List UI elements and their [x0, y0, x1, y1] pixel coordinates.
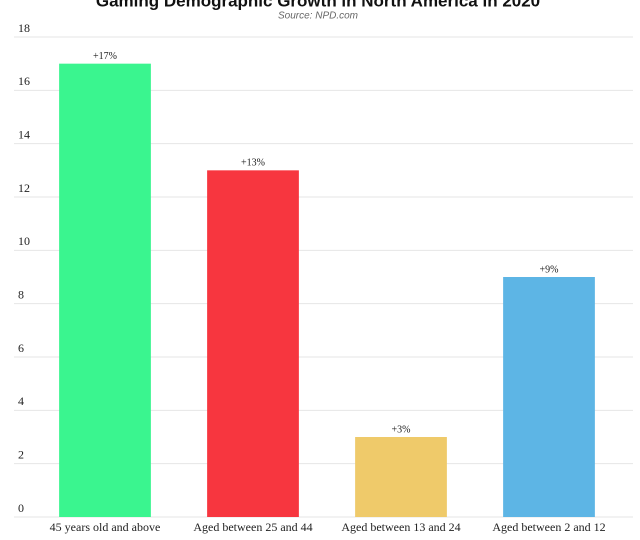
bar	[207, 170, 299, 518]
y-tick-label: 10	[18, 234, 30, 248]
x-tick-label: Aged between 13 and 24	[341, 520, 460, 534]
value-label: +3%	[392, 424, 411, 435]
value-label: +13%	[241, 158, 265, 169]
value-label: +17%	[93, 51, 117, 62]
x-tick-label: Aged between 25 and 44	[193, 520, 312, 534]
y-tick-label: 16	[18, 74, 30, 88]
x-tick-label: Aged between 2 and 12	[492, 520, 605, 534]
y-tick-label: 18	[18, 21, 30, 35]
bar	[355, 437, 447, 517]
chart-subtitle: Source: NPD.com	[278, 11, 358, 22]
y-tick-label: 8	[18, 287, 24, 301]
y-tick-label: 4	[18, 394, 24, 408]
y-tick-label: 12	[18, 181, 30, 195]
y-tick-label: 2	[18, 447, 24, 461]
bar	[59, 63, 151, 518]
y-tick-label: 14	[18, 127, 30, 141]
y-tick-label: 0	[18, 501, 24, 515]
value-label: +9%	[540, 264, 559, 275]
bar	[503, 277, 595, 517]
y-tick-label: 6	[18, 341, 24, 355]
chart-title: Gaming Demographic Growth in North Ameri…	[96, 0, 540, 10]
x-tick-label: 45 years old and above	[50, 520, 161, 534]
